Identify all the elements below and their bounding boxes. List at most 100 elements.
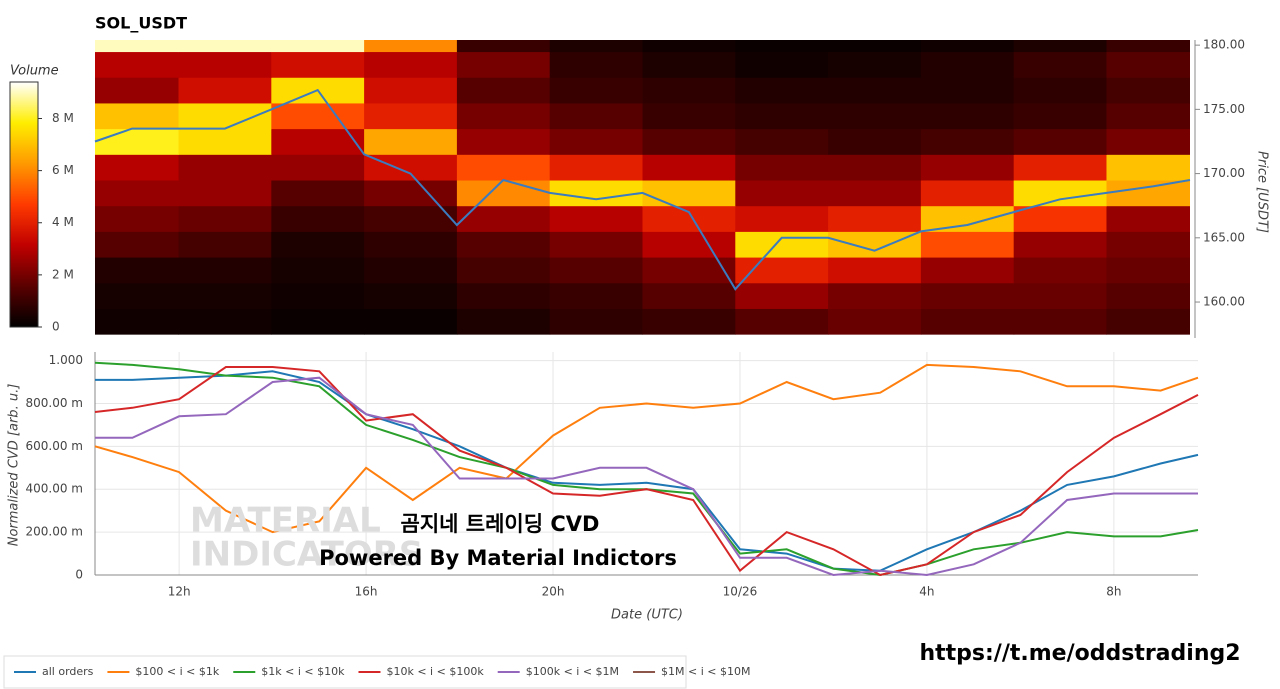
heat-cell xyxy=(735,128,829,155)
heat-cell xyxy=(178,40,272,53)
heat-cell xyxy=(1106,77,1190,104)
heat-cell xyxy=(549,40,643,53)
heat-cell xyxy=(828,51,922,78)
legend-label: $1M < i < $10M xyxy=(661,665,750,678)
heat-cell xyxy=(364,154,458,181)
watermark: MATERIAL xyxy=(190,501,381,541)
heat-cell xyxy=(95,40,180,53)
heat-cell xyxy=(178,154,272,181)
heat-cell xyxy=(1106,40,1190,53)
y-tick-label: 160.00 xyxy=(1203,295,1245,309)
heat-cell xyxy=(95,180,180,207)
heat-cell xyxy=(271,40,365,53)
y-tick-label: 165.00 xyxy=(1203,230,1245,244)
heat-cell xyxy=(1013,77,1107,104)
heat-cell xyxy=(828,257,922,284)
heat-cell xyxy=(549,102,643,130)
y-tick-label: 1.000 xyxy=(49,353,83,367)
heat-cell xyxy=(456,282,551,309)
cvd-line xyxy=(94,366,1199,577)
heat-cell xyxy=(456,102,551,130)
colorbar xyxy=(9,81,39,328)
heat-cell xyxy=(456,51,551,78)
heat-cell xyxy=(456,77,551,104)
heat-cell xyxy=(642,205,736,232)
heat-cell xyxy=(735,231,829,258)
heat-cell xyxy=(735,40,829,53)
colorbar-tick-label: 4 M xyxy=(52,215,74,229)
heat-cell xyxy=(456,40,551,53)
heat-cell xyxy=(271,205,365,232)
heat-cell xyxy=(1106,102,1190,130)
y-tick-label: 800.00 m xyxy=(26,396,84,410)
link[interactable]: https://t.me/oddstrading2 xyxy=(919,641,1240,666)
heat-cell xyxy=(178,257,272,284)
heat-cell xyxy=(549,205,643,232)
heat-cell xyxy=(364,51,458,78)
heat-cell xyxy=(828,40,922,53)
cvd-line xyxy=(94,363,1199,534)
colorbar-tick-label: 2 M xyxy=(52,267,74,281)
heat-cell xyxy=(549,77,643,104)
heat-cell xyxy=(642,40,736,53)
heat-cell xyxy=(642,257,736,284)
heat-cell xyxy=(1106,282,1190,309)
legend-label: $100k < i < $1M xyxy=(526,665,619,678)
heat-cell xyxy=(549,154,643,181)
y-tick-label: 200.00 m xyxy=(26,525,84,539)
heat-cell xyxy=(920,308,1015,335)
colorbar-tick-label: 6 M xyxy=(52,163,74,177)
heat-cell xyxy=(1013,231,1107,258)
heat-cell xyxy=(920,154,1015,181)
heat-cell xyxy=(1013,102,1107,130)
heat-cell xyxy=(364,231,458,258)
heat-cell xyxy=(271,282,365,309)
plots: 160.00 165.00 170.00 175.00 180.00 0 2 M 4 M 6 M… xyxy=(9,38,1245,599)
heat-cell xyxy=(735,308,829,335)
heat-cell xyxy=(271,231,365,258)
heat-cell xyxy=(178,77,272,104)
heat-cell xyxy=(920,231,1015,258)
heat-cell xyxy=(735,154,829,181)
heat-cell xyxy=(271,51,365,78)
heat-cell xyxy=(828,128,922,155)
heat-cell xyxy=(364,40,458,53)
y-tick-label: 175.00 xyxy=(1203,102,1245,116)
heat-cell xyxy=(1106,154,1190,181)
heat-cell xyxy=(364,102,458,130)
heat-cell xyxy=(178,180,272,207)
heat-cell xyxy=(549,128,643,155)
heat-cell xyxy=(95,77,180,104)
heat-cell xyxy=(1013,257,1107,284)
heat-cell xyxy=(828,154,922,181)
heat-cell xyxy=(456,205,551,232)
heat-cell xyxy=(95,51,180,78)
legend-label: $1k < i < $10k xyxy=(261,665,345,678)
heat-cell xyxy=(828,231,922,258)
y-axis-label: Normalized CVD [arb. u.] xyxy=(7,384,22,547)
heat-cell xyxy=(1106,128,1190,155)
heat-cell xyxy=(271,180,365,207)
heat-cell xyxy=(178,128,272,155)
cvd-line xyxy=(95,376,1198,577)
heat-cell xyxy=(178,282,272,309)
heat-cell xyxy=(735,257,829,284)
heat-cell xyxy=(364,205,458,232)
y-tick-label: 400.00 m xyxy=(26,482,84,496)
heat-cell xyxy=(364,77,458,104)
heat-cell xyxy=(549,180,643,207)
heat-cell xyxy=(920,51,1015,78)
heat-cell xyxy=(828,205,922,232)
price-line xyxy=(94,88,1191,291)
x-tick-label: 20h xyxy=(542,585,565,599)
heat-cell xyxy=(271,308,365,335)
heat-cell xyxy=(1106,180,1190,207)
cvd-line xyxy=(95,370,1199,572)
heat-cell xyxy=(642,51,736,78)
heat-cell xyxy=(178,51,272,78)
legend-label: $100 < i < $1k xyxy=(135,665,219,678)
legend-box xyxy=(3,655,687,689)
heat-cell xyxy=(642,77,736,104)
heat-cell xyxy=(271,128,365,155)
